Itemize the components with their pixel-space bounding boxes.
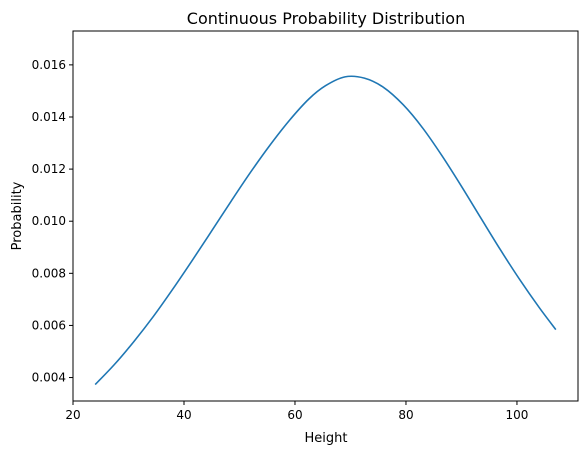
plot-frame [72, 30, 579, 402]
y-tick-label: 0.012 [32, 162, 66, 176]
chart-title: Continuous Probability Distribution [187, 9, 465, 28]
x-tick-label: 20 [65, 408, 80, 422]
x-axis-ticks: 20 40 60 80 100 [65, 401, 528, 422]
x-axis-label: Height [305, 431, 348, 446]
y-tick-label: 0.006 [32, 318, 66, 332]
series-line-0 [94, 75, 557, 386]
series-layer [94, 75, 557, 386]
y-tick-label: 0.016 [32, 58, 66, 72]
y-tick-label: 0.008 [32, 266, 66, 280]
x-tick-label: 40 [176, 408, 191, 422]
y-tick-label: 0.004 [32, 371, 66, 385]
y-tick-label: 0.010 [32, 214, 66, 228]
y-tick-label: 0.014 [32, 110, 66, 124]
x-tick-label: 60 [287, 408, 302, 422]
x-tick-label: 100 [506, 408, 529, 422]
y-axis-label: Probability [10, 181, 25, 250]
x-tick-label: 80 [398, 408, 413, 422]
y-axis-ticks: 0.004 0.006 0.008 0.010 0.012 0.014 0.016 [32, 58, 73, 385]
